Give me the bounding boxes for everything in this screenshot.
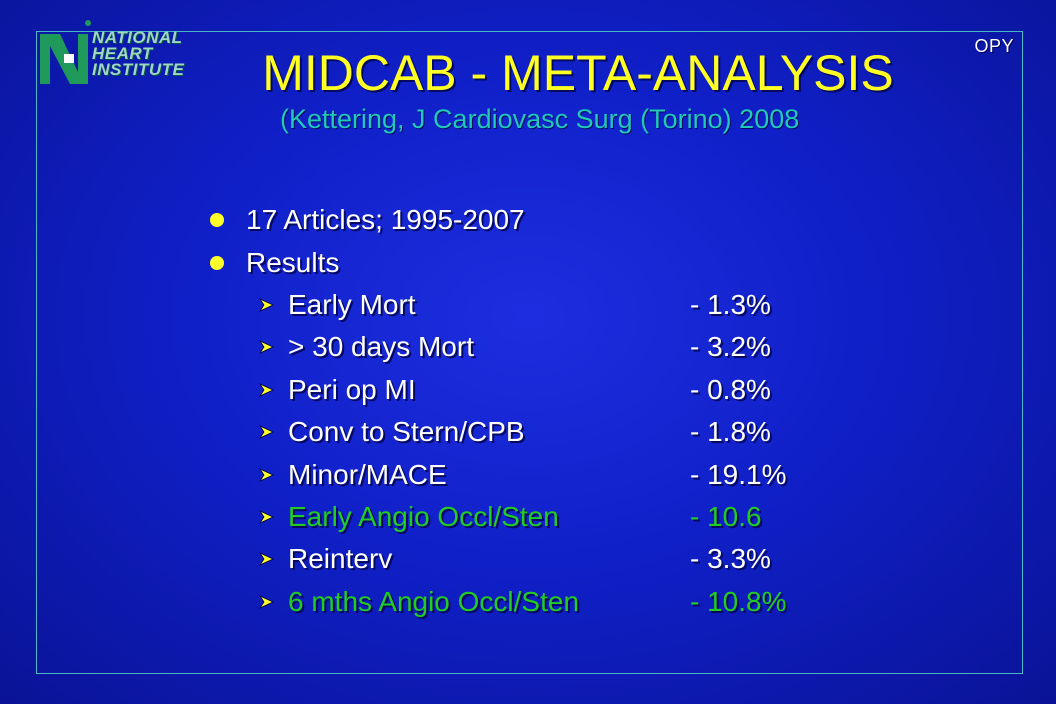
result-label: 6 mths Angio Occl/Sten (288, 585, 580, 617)
result-row: Peri op MI - 0.8% (258, 370, 878, 410)
result-value: - 3.3% (690, 543, 771, 575)
result-row: Reinterv - 3.3% (258, 539, 878, 579)
logo-line-3: INSTITUTE (92, 60, 185, 79)
result-row: Early Angio Occl/Sten - 10.6 (258, 497, 878, 537)
logo-text: NATIONAL HEART INSTITUTE (92, 28, 185, 79)
arrow-bullet-icon (258, 425, 274, 440)
result-value: - 1.8% (690, 416, 771, 448)
result-row: Conv to Stern/CPB - 1.8% (258, 412, 878, 452)
arrow-bullet-icon (258, 594, 274, 609)
corner-mark: OPY (974, 36, 1014, 56)
logo-n-mark-icon (40, 34, 88, 84)
slide-title: MIDCAB - META-ANALYSIS (262, 45, 894, 101)
logo-dot-icon (85, 20, 91, 26)
slide-frame (36, 31, 1023, 674)
arrow-bullet-icon (258, 298, 274, 312)
result-label: Early Angio Occl/Sten (288, 501, 559, 532)
result-label: Minor/MACE (288, 458, 447, 490)
arrow-bullet-icon (258, 510, 274, 524)
national-heart-institute-logo: NATIONAL HEART INSTITUTE (40, 20, 190, 86)
bullet-dot-icon (210, 213, 224, 227)
result-value: - 10.8% (690, 585, 787, 617)
logo-line-2: HEART (92, 44, 153, 63)
result-row: Early Mort - 1.3% (258, 285, 878, 325)
bullet-text: Results (246, 247, 340, 278)
result-value: - 10.6 (690, 501, 762, 532)
logo-line-1: NATIONAL (92, 28, 183, 47)
result-value: - 0.8% (690, 373, 771, 405)
arrow-bullet-icon (258, 467, 274, 482)
result-row: 6 mths Angio Occl/Sten - 10.8% (258, 582, 878, 622)
result-label: Reinterv (288, 543, 393, 575)
bullet-text: 17 Articles; 1995-2007 (246, 204, 525, 235)
bullet-dot-icon (210, 256, 224, 270)
result-row: > 30 days Mort - 3.2% (258, 327, 878, 367)
slide-subtitle: (Kettering, J Cardiovasc Surg (Torino) 2… (280, 104, 800, 134)
result-value: - 3.2% (690, 331, 771, 363)
result-row: Minor/MACE - 19.1% (258, 455, 878, 495)
result-label: Conv to Stern/CPB (288, 416, 525, 448)
result-value: - 19.1% (690, 458, 787, 490)
arrow-bullet-icon (258, 552, 274, 567)
result-label: Early Mort (288, 289, 416, 320)
arrow-bullet-icon (258, 340, 274, 355)
result-label: Peri op MI (288, 373, 416, 405)
result-value: - 1.3% (690, 289, 771, 320)
result-label: > 30 days Mort (288, 331, 474, 363)
arrow-bullet-icon (258, 382, 274, 397)
